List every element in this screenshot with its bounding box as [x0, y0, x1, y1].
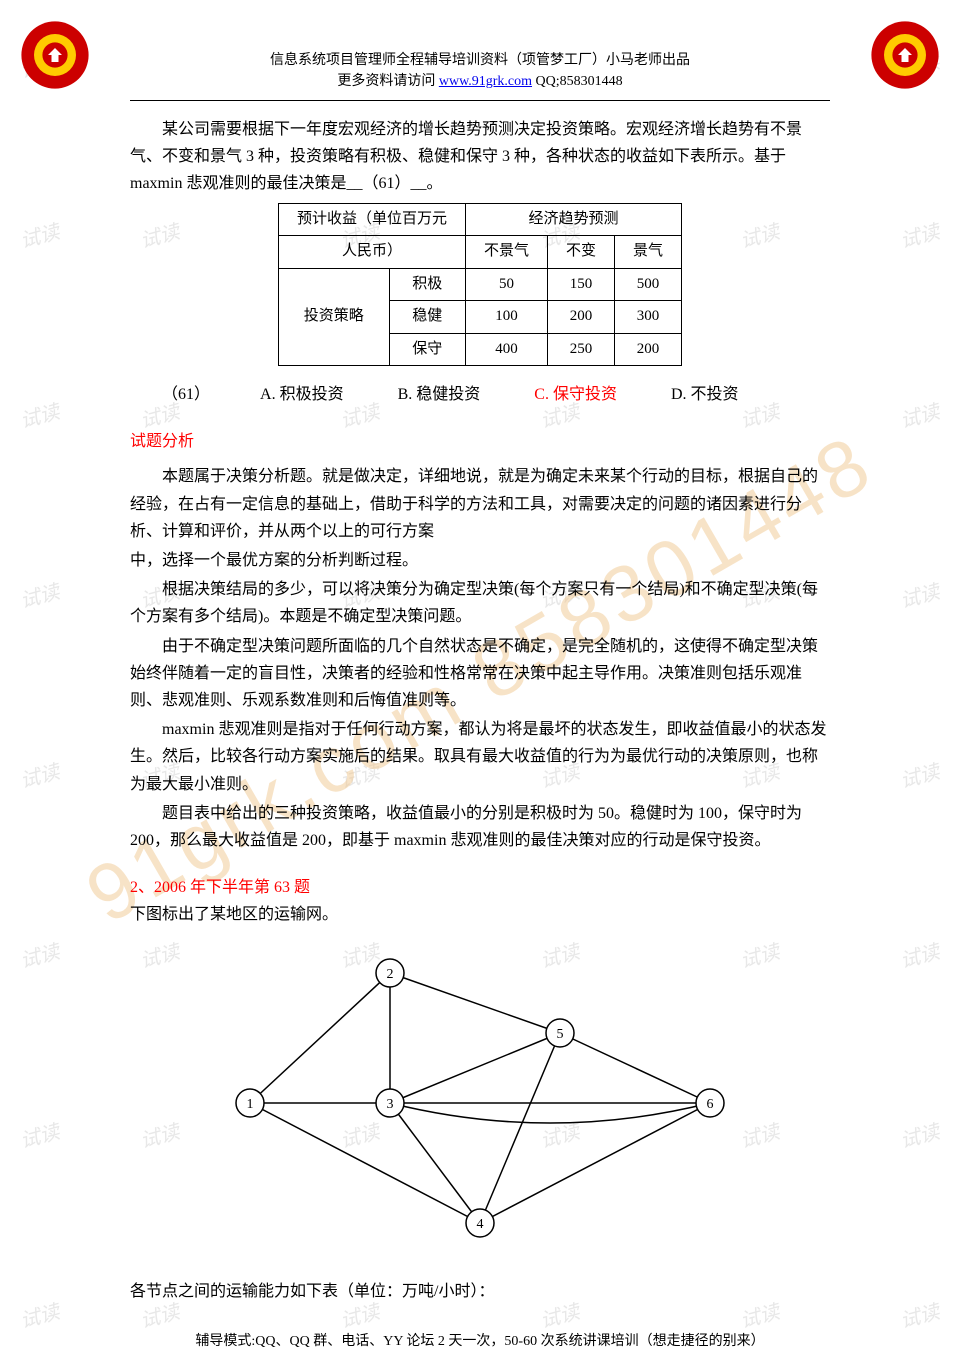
analysis-p1: 本题属于决策分析题。就是做决定，详细地说，就是为确定未来某个行动的目标，根据自己…: [130, 463, 830, 545]
watermark: 试读: [16, 1115, 63, 1158]
analysis-p2: 中，选择一个最优方案的分析判断过程。: [130, 547, 830, 574]
header-pre: 更多资料请访问: [337, 74, 439, 89]
watermark: 试读: [896, 1295, 943, 1338]
q2-desc: 下图标出了某地区的运输网。: [130, 901, 830, 928]
header-line2: 更多资料请访问 www.91grk.com QQ;858301448: [130, 71, 830, 92]
analysis-p6: 题目表中给出的三种投资策略，收益值最小的分别是积极时为 50。稳健时为 100，…: [130, 800, 830, 854]
analysis-body: 本题属于决策分析题。就是做决定，详细地说，就是为确定未来某个行动的目标，根据自己…: [130, 463, 830, 854]
watermark: 试读: [896, 575, 943, 618]
svg-text:1: 1: [247, 1097, 254, 1112]
option-d: D. 不投资: [671, 386, 739, 403]
r1-v3: 500: [615, 268, 682, 301]
pdf-xchange-badge-left[interactable]: [20, 20, 90, 90]
r1-v2: 150: [548, 268, 615, 301]
watermark: 试读: [16, 755, 63, 798]
option-c: C. 保守投资: [534, 386, 617, 403]
analysis-p5: maxmin 悲观准则是指对于任何行动方案，都认为将是最坏的状态发生，即收益值最…: [130, 716, 830, 798]
watermark: 试读: [16, 575, 63, 618]
header-divider: [130, 100, 830, 101]
option-num: （61）: [162, 386, 210, 403]
analysis-p4: 由于不确定型决策问题所面临的几个自然状态是不确定，是完全随机的，这使得不确定型决…: [130, 633, 830, 715]
th-c3: 景气: [615, 236, 682, 269]
watermark: 试读: [16, 215, 63, 258]
header-post: QQ;858301448: [532, 74, 623, 89]
th-rmb: 人民币）: [278, 236, 465, 269]
q2-bottom: 各节点之间的运输能力如下表（单位：万吨/小时）：: [130, 1278, 830, 1305]
watermark: 试读: [896, 215, 943, 258]
question-text: 某公司需要根据下一年度宏观经济的增长趋势预测决定投资策略。宏观经济增长趋势有不景…: [130, 116, 830, 198]
payoff-table: 预计收益（单位百万元 经济趋势预测 人民币） 不景气 不变 景气 投资策略 积极…: [278, 203, 682, 367]
svg-text:2: 2: [387, 967, 394, 982]
header-line1: 信息系统项目管理师全程辅导培训资料（项管梦工厂）小马老师出品: [130, 50, 830, 71]
transport-network-diagram: 1 2 3 4 5 6: [130, 943, 830, 1262]
watermark: 试读: [896, 1115, 943, 1158]
analysis-title: 试题分析: [130, 428, 830, 455]
r3-v3: 200: [615, 333, 682, 366]
analysis-p3: 根据决策结局的多少，可以将决策分为确定型决策(每个方案只有一个结局)和不确定型决…: [130, 576, 830, 630]
th-c2: 不变: [548, 236, 615, 269]
header-link[interactable]: www.91grk.com: [439, 74, 532, 89]
watermark: 试读: [896, 935, 943, 978]
option-a: A. 积极投资: [260, 386, 344, 403]
option-b: B. 稳健投资: [398, 386, 481, 403]
svg-text:6: 6: [707, 1097, 714, 1112]
r2-strategy: 稳健: [389, 301, 465, 334]
r2-v1: 100: [465, 301, 547, 334]
svg-text:3: 3: [387, 1097, 394, 1112]
th-c1: 不景气: [465, 236, 547, 269]
r3-v2: 250: [548, 333, 615, 366]
watermark: 试读: [16, 935, 63, 978]
q2-title: 2、2006 年下半年第 63 题: [130, 874, 830, 901]
r3-strategy: 保守: [389, 333, 465, 366]
options-row: （61） A. 积极投资 B. 稳健投资 C. 保守投资 D. 不投资: [130, 381, 830, 408]
th-strategy: 投资策略: [278, 268, 389, 366]
page-footer: 辅导模式:QQ、QQ 群、电话、YY 论坛 2 天一次，50-60 次系统讲课培…: [130, 1330, 830, 1354]
r1-strategy: 积极: [389, 268, 465, 301]
r2-v2: 200: [548, 301, 615, 334]
watermark: 试读: [16, 395, 63, 438]
r1-v1: 50: [465, 268, 547, 301]
watermark: 试读: [896, 755, 943, 798]
page-header: 信息系统项目管理师全程辅导培训资料（项管梦工厂）小马老师出品 更多资料请访问 w…: [130, 50, 830, 92]
r2-v3: 300: [615, 301, 682, 334]
r3-v1: 400: [465, 333, 547, 366]
watermark: 试读: [896, 395, 943, 438]
svg-text:4: 4: [477, 1217, 484, 1232]
th-profit: 预计收益（单位百万元: [278, 203, 465, 236]
svg-text:5: 5: [557, 1027, 564, 1042]
watermark: 试读: [16, 1295, 63, 1338]
th-forecast: 经济趋势预测: [465, 203, 681, 236]
pdf-xchange-badge-right[interactable]: [870, 20, 940, 90]
